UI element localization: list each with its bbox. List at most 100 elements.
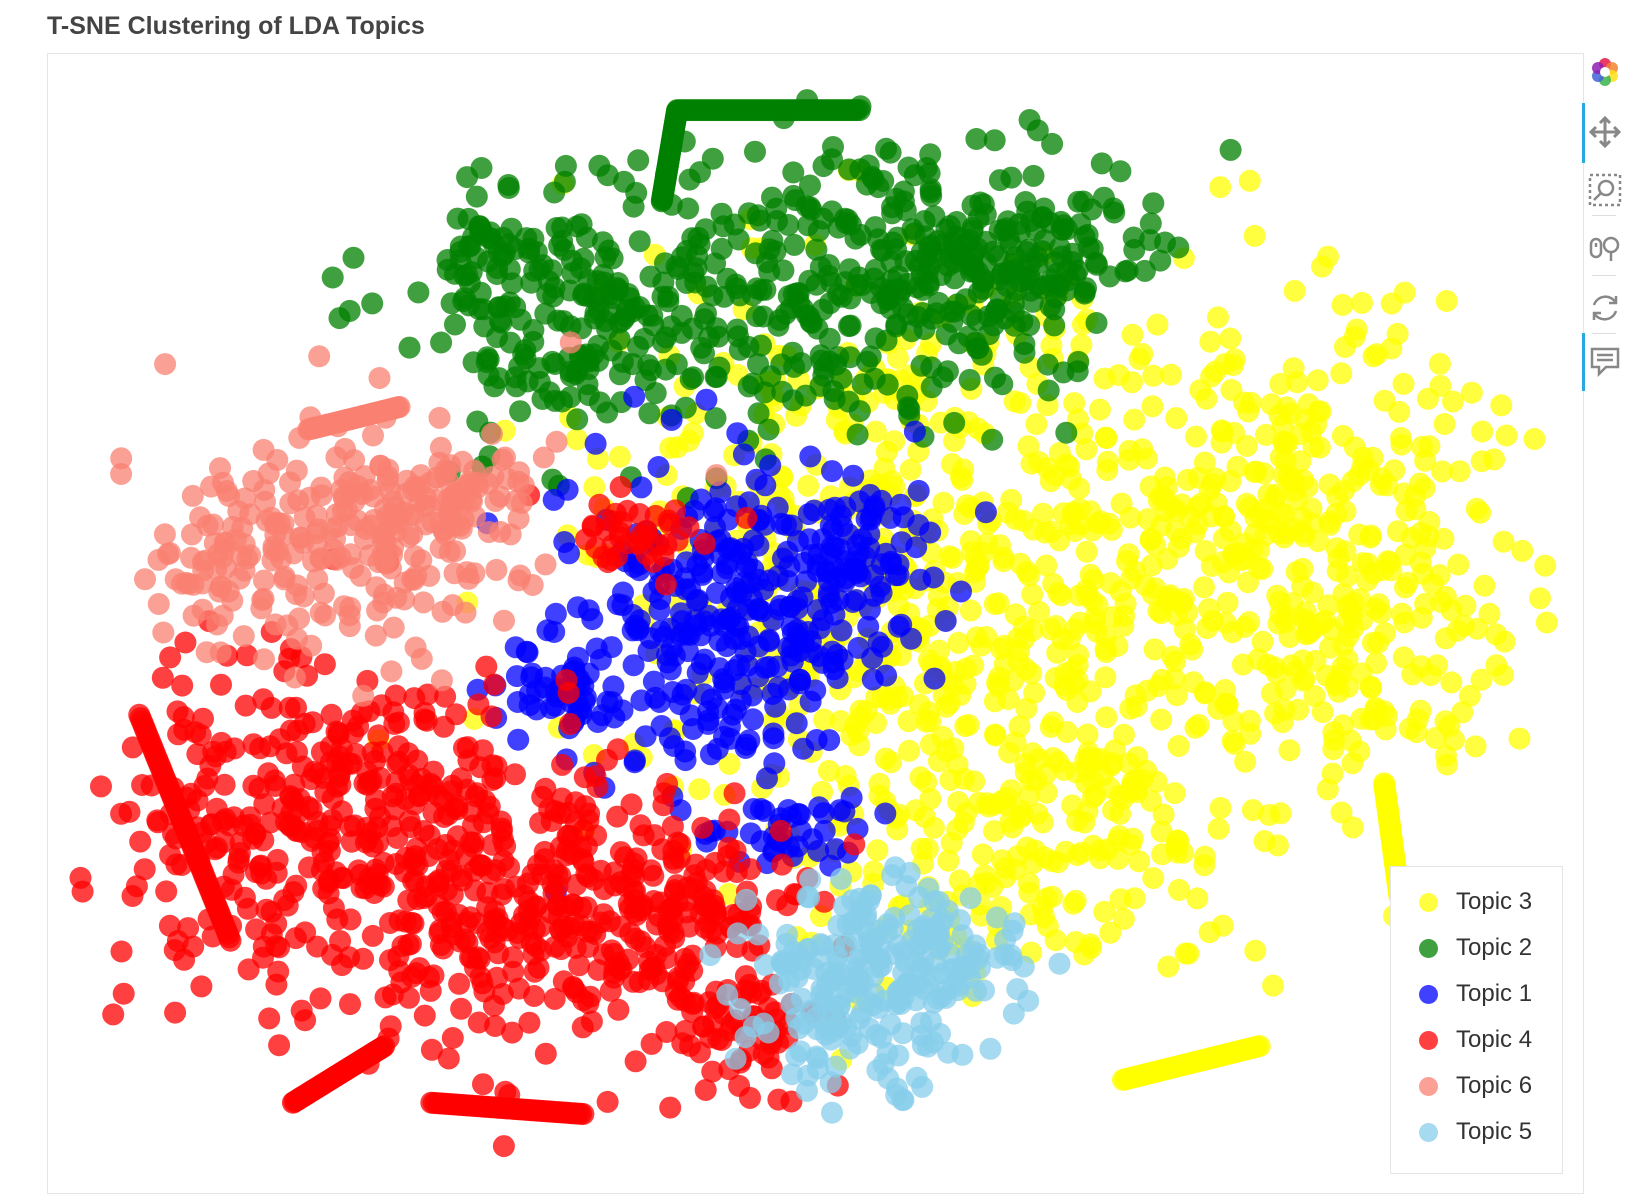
point-topic-6[interactable] — [512, 474, 535, 497]
point-topic-4[interactable] — [654, 573, 677, 596]
point-topic-3[interactable] — [1150, 820, 1173, 843]
reset-icon[interactable] — [1586, 289, 1624, 327]
point-topic-4[interactable] — [171, 674, 194, 697]
point-topic-3[interactable] — [1081, 589, 1104, 612]
point-topic-6[interactable] — [214, 531, 237, 554]
point-topic-4[interactable] — [210, 673, 232, 696]
point-topic-2[interactable] — [1142, 192, 1165, 215]
point-topic-2[interactable] — [879, 141, 902, 164]
point-topic-4[interactable] — [110, 940, 133, 963]
point-topic-2[interactable] — [919, 181, 942, 204]
point-topic-6[interactable] — [412, 591, 435, 614]
point-topic-1[interactable] — [834, 496, 857, 519]
point-topic-3[interactable] — [1075, 438, 1098, 461]
point-topic-3[interactable] — [1341, 752, 1364, 775]
point-topic-2[interactable] — [966, 237, 989, 260]
point-topic-3[interactable] — [1095, 427, 1118, 449]
point-topic-3[interactable] — [1207, 817, 1230, 840]
point-topic-4[interactable] — [647, 905, 670, 928]
point-topic-4[interactable] — [446, 798, 469, 821]
point-topic-4[interactable] — [174, 631, 197, 654]
point-topic-3[interactable] — [1031, 502, 1054, 525]
point-topic-3[interactable] — [1165, 519, 1187, 542]
point-topic-5[interactable] — [1002, 1002, 1025, 1025]
point-topic-4[interactable] — [740, 981, 763, 1004]
point-topic-3[interactable] — [1274, 611, 1297, 634]
point-topic-1[interactable] — [907, 514, 930, 536]
point-topic-6[interactable] — [485, 558, 508, 581]
point-topic-2[interactable] — [587, 349, 610, 372]
point-topic-5[interactable] — [850, 901, 873, 924]
point-topic-1[interactable] — [742, 798, 765, 820]
point-topic-2[interactable] — [820, 200, 843, 223]
point-topic-4[interactable] — [453, 928, 476, 951]
point-topic-3[interactable] — [1272, 430, 1295, 453]
point-topic-2[interactable] — [477, 364, 500, 387]
point-topic-1[interactable] — [693, 683, 716, 706]
point-topic-5[interactable] — [985, 906, 1008, 929]
point-topic-4[interactable] — [640, 859, 663, 882]
point-topic-3[interactable] — [977, 795, 1000, 818]
point-topic-2[interactable] — [655, 326, 677, 349]
point-topic-3[interactable] — [1135, 447, 1158, 470]
point-topic-1[interactable] — [754, 474, 777, 497]
point-topic-2[interactable] — [613, 170, 635, 193]
point-topic-3[interactable] — [1167, 735, 1190, 757]
point-topic-2[interactable] — [753, 381, 776, 404]
point-topic-3[interactable] — [1260, 393, 1283, 416]
point-topic-2[interactable] — [892, 180, 915, 203]
point-topic-4[interactable] — [190, 975, 213, 998]
point-topic-4[interactable] — [381, 983, 404, 1006]
point-topic-1[interactable] — [566, 646, 589, 669]
point-topic-6[interactable] — [403, 545, 426, 568]
point-topic-3[interactable] — [1021, 619, 1044, 642]
point-topic-4[interactable] — [182, 935, 205, 958]
point-topic-5[interactable] — [876, 1042, 899, 1065]
point-topic-3[interactable] — [1248, 557, 1271, 580]
point-topic-4[interactable] — [437, 1047, 460, 1070]
point-topic-3[interactable] — [1351, 291, 1373, 314]
point-topic-4[interactable] — [90, 775, 112, 798]
point-topic-4[interactable] — [276, 894, 299, 917]
point-topic-3[interactable] — [916, 837, 939, 860]
point-topic-3[interactable] — [813, 708, 835, 731]
point-topic-5[interactable] — [821, 1101, 843, 1124]
point-topic-2[interactable] — [744, 140, 766, 163]
point-topic-3[interactable] — [1529, 587, 1551, 610]
point-topic-3[interactable] — [878, 688, 901, 711]
point-topic-3[interactable] — [1414, 449, 1437, 472]
point-topic-3[interactable] — [1088, 398, 1111, 421]
point-topic-1[interactable] — [842, 591, 864, 613]
point-topic-2[interactable] — [654, 252, 676, 275]
point-topic-6[interactable] — [279, 492, 302, 515]
point-topic-4[interactable] — [172, 706, 195, 729]
point-topic-4[interactable] — [385, 782, 408, 805]
point-topic-2[interactable] — [596, 401, 619, 424]
point-topic-3[interactable] — [1118, 448, 1141, 471]
point-topic-1[interactable] — [792, 737, 815, 760]
point-topic-3[interactable] — [1226, 455, 1249, 478]
point-topic-3[interactable] — [1003, 390, 1026, 413]
point-topic-6[interactable] — [364, 624, 387, 647]
point-topic-3[interactable] — [959, 599, 982, 622]
point-topic-4[interactable] — [259, 811, 282, 834]
point-topic-6[interactable] — [358, 544, 381, 567]
point-topic-3[interactable] — [1435, 290, 1458, 312]
point-topic-1[interactable] — [767, 676, 790, 699]
point-topic-4[interactable] — [285, 874, 308, 897]
point-topic-3[interactable] — [1194, 540, 1217, 562]
point-topic-1[interactable] — [660, 637, 683, 660]
point-topic-2[interactable] — [782, 161, 805, 184]
point-topic-3[interactable] — [952, 458, 975, 481]
point-topic-1[interactable] — [816, 561, 839, 584]
point-topic-2[interactable] — [913, 318, 936, 341]
point-topic-2[interactable] — [704, 366, 727, 388]
point-topic-2[interactable] — [552, 310, 575, 333]
point-topic-3[interactable] — [1234, 750, 1257, 773]
point-topic-3[interactable] — [1070, 333, 1093, 356]
point-topic-1[interactable] — [887, 615, 910, 638]
point-topic-3[interactable] — [1036, 915, 1059, 938]
point-topic-3[interactable] — [1478, 602, 1501, 625]
point-topic-4[interactable] — [607, 998, 630, 1021]
point-topic-4[interactable] — [242, 774, 265, 797]
